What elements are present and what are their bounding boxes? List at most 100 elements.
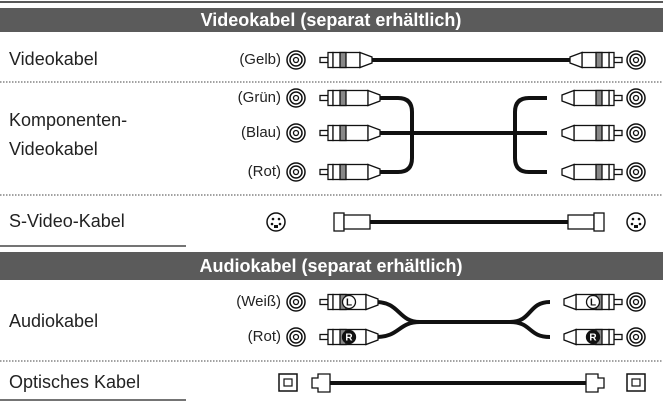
jack-key [274,225,278,228]
cable [375,320,551,339]
plug [319,56,329,64]
plug [319,333,329,341]
plug [595,163,603,181]
plug [567,214,595,230]
plug [367,89,381,107]
plug [327,328,334,346]
jack-pin [277,217,281,221]
plug-mark: L [346,298,352,309]
plug-mark: R [589,333,597,344]
plug [608,293,615,311]
plug-mark-circle [585,294,601,310]
plug [613,94,623,102]
jack [266,212,286,232]
plug [608,124,615,142]
plug [359,51,373,69]
jack [632,129,640,137]
jack [292,298,300,306]
plug-mark-circle [341,329,357,345]
plug-label: (Gelb) [239,51,281,68]
section-title: Audiokabel (separat erhältlich) [199,256,462,276]
jack [631,378,641,387]
jack-pin [637,217,641,221]
section-title: Videokabel (separat erhältlich) [201,10,462,30]
plug [365,328,379,346]
plug-label: (Weiß) [236,293,281,310]
jack-pin [271,217,275,221]
plug-label: (Grün) [238,89,281,106]
plug-label: (Rot) [248,163,281,180]
jack-pin [631,217,635,221]
jack [292,56,300,64]
plug [343,214,371,230]
plug [561,163,575,181]
jack [283,378,293,387]
plug [608,51,615,69]
plug [319,94,329,102]
plug [339,51,347,69]
jack [292,129,300,137]
row-label: Optisches Kabel [9,372,140,392]
plug-mark-circle [585,329,601,345]
plug [332,124,369,142]
jack [292,168,300,176]
jack-pin [630,222,634,226]
plug-label: (Blau) [241,124,281,141]
plug [332,89,369,107]
plug [327,293,334,311]
jack [626,212,646,232]
plug [608,163,615,181]
plug [573,163,610,181]
plug [569,51,583,69]
row-label: Komponenten- [9,110,127,130]
plug-mark: L [590,298,596,309]
plug [311,373,331,393]
plug [561,124,575,142]
plug [595,89,603,107]
plug [339,89,347,107]
row-label: Videokabel [9,49,98,69]
jack [292,333,300,341]
jack [632,298,640,306]
plug [613,129,623,137]
plug-mark: R [345,333,353,344]
plug [327,163,334,181]
plug [613,168,623,176]
jack-key [634,225,638,228]
jack [292,94,300,102]
jack-pin [638,222,642,226]
row-label: S-Video-Kabel [9,211,125,231]
plug [573,89,610,107]
plug [595,124,603,142]
plug [367,163,381,181]
cable [513,96,547,174]
plug [563,328,577,346]
section-header [0,252,663,280]
row-label: Audiokabel [9,311,98,331]
jack-pin [278,222,282,226]
plug [339,163,347,181]
jack-pin [270,222,274,226]
plug [339,124,347,142]
plug [332,163,369,181]
plug [573,124,610,142]
cable [375,300,551,324]
plug [613,298,623,306]
plug [561,89,575,107]
plug [608,328,615,346]
row-label: Videokabel [9,139,98,159]
plug [319,168,329,176]
plug [563,293,577,311]
plug [327,51,334,69]
jack [632,94,640,102]
plug-label: (Rot) [248,328,281,345]
plug [319,298,329,306]
plug-mark-circle [341,294,357,310]
plug [365,293,379,311]
plug [327,89,334,107]
plug [593,212,605,232]
plug [319,129,329,137]
plug [613,333,623,341]
plug [585,373,605,393]
